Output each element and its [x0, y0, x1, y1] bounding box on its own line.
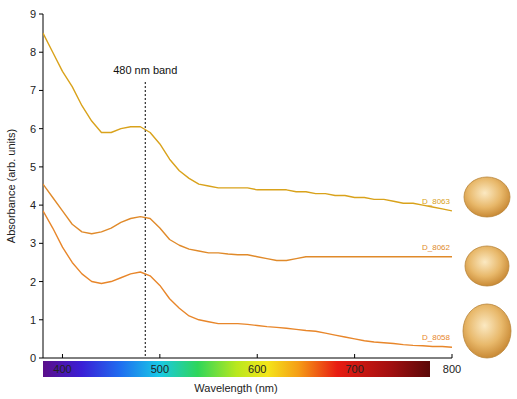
y-tick-label: 9 [30, 8, 36, 20]
spectrum-line [43, 33, 452, 211]
x-tick-label: 400 [53, 363, 71, 375]
x-tick-label: 600 [248, 363, 266, 375]
y-tick-label: 5 [30, 161, 36, 173]
y-tick-label: 7 [30, 84, 36, 96]
series-label: D_8062 [422, 243, 451, 252]
x-tick-label: 500 [151, 363, 169, 375]
y-tick [39, 128, 43, 129]
x-tick [62, 354, 63, 358]
band-line [145, 82, 146, 358]
y-tick-label: 6 [30, 123, 36, 135]
series-label: D_8063 [422, 197, 451, 206]
x-tick-label: 800 [443, 363, 461, 375]
series-label: D_8058 [422, 333, 451, 342]
x-tick [452, 354, 453, 358]
x-tick [159, 354, 160, 358]
gem-photo [463, 304, 511, 358]
y-tick-label: 4 [30, 199, 36, 211]
y-tick [39, 205, 43, 206]
x-axis [43, 358, 452, 359]
x-tick [257, 354, 258, 358]
x-tick-label: 700 [345, 363, 363, 375]
y-tick [39, 52, 43, 53]
y-tick [39, 358, 43, 359]
chart: 0 1 2 3 4 5 6 7 8 9 400 500 600 700 800 Wavelength (nm)… [0, 0, 517, 399]
y-axis-label: Absorbance (arb. units) [5, 129, 17, 243]
y-tick-label: 2 [30, 276, 36, 288]
y-axis [43, 14, 44, 358]
y-tick [39, 166, 43, 167]
gem-photo [464, 177, 510, 217]
x-tick [354, 354, 355, 358]
y-tick [39, 319, 43, 320]
y-tick [39, 281, 43, 282]
spectrum-line [43, 184, 452, 260]
spectrum-line [43, 211, 452, 347]
gem-photo [465, 246, 509, 286]
spectrum-bar [43, 361, 430, 377]
y-tick [39, 243, 43, 244]
annotation: 480 nm band [113, 64, 177, 76]
y-tick [39, 14, 43, 15]
y-tick [39, 90, 43, 91]
x-axis-label: Wavelength (nm) [194, 382, 277, 394]
y-tick-label: 0 [30, 352, 36, 364]
y-tick-label: 1 [30, 314, 36, 326]
y-tick-label: 8 [30, 46, 36, 58]
plot-area [43, 33, 452, 347]
y-tick-label: 3 [30, 237, 36, 249]
